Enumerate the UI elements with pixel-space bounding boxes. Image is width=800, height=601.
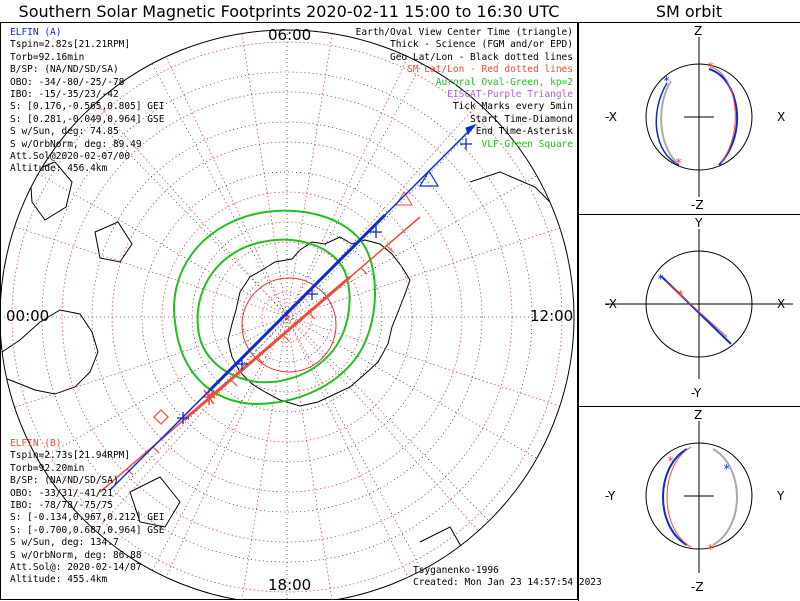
elfin-b-end-asterisk: [203, 389, 215, 405]
sm-axis-label: -X: [605, 297, 617, 311]
elfin-b-info: ELFIN (B) Tspin=2.73s[21.94RPM] Torb=92.…: [10, 438, 164, 587]
legend-line: Auroral Oval-Green, kp=2: [435, 76, 573, 88]
sm-start-marker: *: [723, 462, 730, 476]
elfin-a-center-triangle: [418, 169, 440, 187]
elfin-b-start-diamond: [153, 409, 169, 425]
sm-start-marker: *: [707, 60, 714, 74]
sm-axis-label: -Z: [691, 580, 704, 594]
sm-grid: [0, 30, 574, 600]
elfin-a-track: [109, 124, 477, 491]
elfin-a-line: S: [0.281,-0.049,0.964] GSE: [10, 113, 165, 125]
auroral-oval-outer: [173, 209, 377, 406]
elfin-a-line: B/SP: (NA/ND/SD/SA): [10, 64, 119, 76]
elfin-b-line: Altitude: 455.4km: [10, 574, 108, 586]
continent-outline: [29, 161, 73, 221]
sm-panel-xy: Y -Y -X X * *: [578, 214, 800, 407]
sm-axis-label: -Y: [691, 386, 702, 400]
sm-axis-label: -X: [605, 110, 617, 124]
elfin-b-center-triangle: [395, 191, 413, 206]
elfin-b-line: Tspin=2.73s[21.94RPM]: [10, 450, 131, 462]
elfin-b-line: OBO: -33/31/-41/21: [10, 487, 113, 499]
clock-label-bottom: 18:00: [268, 576, 312, 594]
sm-orbit-b: [710, 66, 736, 164]
elfin-b-line: Torb=92.20min: [10, 462, 85, 474]
legend-line: Earth/Oval View Center Time (triangle): [355, 27, 573, 38]
sm-orbit-b: [664, 280, 728, 338]
elfin-a-line: Altitude: 456.4km: [10, 163, 108, 175]
continent-outline: [469, 171, 574, 243]
elfin-a-name: ELFIN (A): [10, 27, 62, 38]
elfin-b-line: Att.Sol@: 2020-02-14/07: [10, 562, 142, 574]
elfin-b-line: S w/OrbNorm, deg: 86.88: [10, 549, 142, 561]
clock-label-right: 12:00: [530, 307, 574, 325]
model-name: Tsyganenko-1996: [413, 565, 499, 576]
sm-start-marker: *: [677, 288, 684, 302]
footprint-map: [0, 22, 578, 600]
sm-axis-label: Z: [694, 24, 702, 38]
plot-title: Southern Solar Magnetic Footprints 2020-…: [18, 2, 560, 21]
sm-axis-label: X: [777, 110, 785, 124]
continent-outline: [1, 309, 99, 395]
legend-line: Start Time-Diamond: [470, 113, 573, 125]
sm-axis-label: Z: [694, 408, 702, 422]
sm-orbit-b: [712, 448, 738, 546]
elfin-a-arrowhead: [465, 124, 477, 136]
continent-outline: [94, 221, 133, 263]
elfin-a-line: S: [0.176,-0.565,0.805] GEI: [10, 101, 165, 113]
sm-axis-label: Y: [776, 489, 785, 503]
sm-orbit-b: [666, 446, 692, 548]
legend-line: VLF-Green Square: [481, 138, 573, 150]
sm-start-marker: *: [663, 74, 670, 88]
sm-end-marker: *: [675, 156, 682, 170]
sm-orbit-b: [660, 80, 678, 164]
antarctica-outline: [227, 236, 411, 407]
elfin-a-line: S w/Sun, deg: 74.85: [10, 126, 119, 138]
sm-axis-label: X: [777, 297, 785, 311]
elfin-b-name: ELFIN (B): [10, 438, 62, 449]
elfin-b-line: S: [-0.134,0.967,0.212] GEI: [10, 512, 165, 524]
elfin-a-line: Att.Sol@2020-02-07/00: [10, 151, 131, 163]
elfin-b-line: IBO: -78/78/-75/75: [10, 500, 113, 512]
sm-axis-label: -Y: [605, 489, 616, 503]
elfin-a-line: Torb=92.16min: [10, 51, 85, 63]
sm-start-marker: *: [667, 454, 674, 468]
legend-line: End Time-Asterisk: [475, 126, 573, 138]
elfin-a-line: S w/OrbNorm, deg: 89.49: [10, 138, 142, 150]
elfin-a-line: IBO: -15/-35/23/-42: [10, 89, 119, 101]
elfin-b-line: S w/Sun, deg: 134.7: [10, 537, 119, 549]
elfin-a-line: OBO: -34/-80/-25/-78: [10, 76, 125, 88]
sm-orbit-a: [655, 82, 680, 166]
map-footer: Tsyganenko-1996 Created: Mon Jan 23 14:5…: [413, 565, 602, 590]
created-timestamp: Created: Mon Jan 23 14:57:54 2023: [413, 577, 602, 589]
map-legend: Earth/Oval View Center Time (triangle) T…: [356, 27, 573, 151]
sm-reference-circle: [241, 277, 337, 373]
sm-panel-yz: Z -Z -Y Y * * *: [578, 406, 800, 601]
sm-start-marker: *: [657, 272, 664, 286]
elfin-a-info: ELFIN (A) Tspin=2.82s[21.21RPM] Torb=92.…: [10, 27, 164, 176]
clock-label-top: 06:00: [268, 26, 312, 44]
continent-outline: [129, 476, 181, 528]
legend-line: Geo Lat/Lon - Black dotted lines: [389, 51, 573, 63]
auroral-oval-inner: [196, 238, 351, 384]
legend-line: Thick - Science (FGM and/or EPD): [389, 39, 573, 51]
legend-line: Tick Marks every 5min: [452, 101, 573, 113]
sm-orbit-a: [662, 448, 688, 546]
legend-line: EISCAT-Purple Triangle: [447, 89, 573, 101]
clock-label-left: 00:00: [6, 307, 50, 325]
sm-axis-label: Y: [694, 216, 703, 230]
elfin-b-line: B/SP: (NA/ND/SD/SA): [10, 475, 119, 487]
elfin-a-line: Tspin=2.82s[21.21RPM]: [10, 39, 131, 51]
sm-end-marker: *: [707, 542, 714, 556]
sm-panel-xz: Z -Z -X X * * *: [578, 22, 800, 215]
elfin-b-line: S: [-0.700,0.687,0.964] GSE: [10, 524, 165, 536]
sm-orbit-title: SM orbit: [655, 2, 723, 21]
sm-axis-label: -Z: [691, 198, 704, 212]
legend-line: SM Lat/Lon - Red dotted lines: [407, 64, 573, 76]
